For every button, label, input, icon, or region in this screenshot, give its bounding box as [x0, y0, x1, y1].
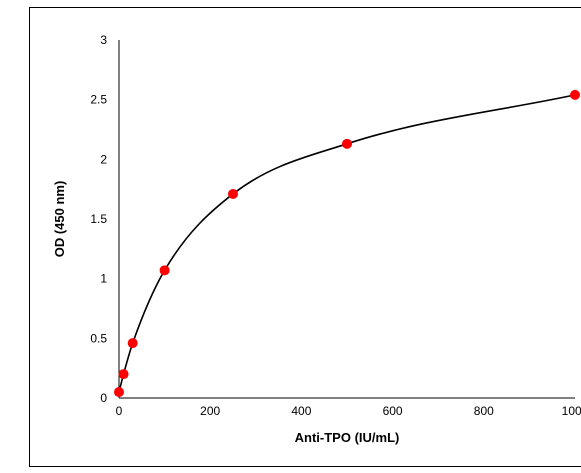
data-points [114, 89, 580, 398]
y-tick-label: 0.5 [90, 331, 107, 345]
x-axis-label: Anti-TPO (IU/mL) [295, 430, 400, 445]
x-tick-label: 600 [383, 404, 403, 418]
x-tick-label: 800 [474, 404, 494, 418]
y-tick-label: 0 [100, 391, 107, 405]
x-tick-labels: 0 200 400 600 800 1000 [116, 404, 581, 418]
y-tick-labels: 0 0.5 1 1.5 2 2.5 3 [90, 33, 107, 405]
y-tick-label: 3 [100, 33, 107, 47]
y-axis: 0 0.5 1 1.5 2 2.5 3 OD (450 nm) [52, 33, 120, 405]
data-point [114, 387, 124, 398]
data-point [127, 338, 138, 349]
data-point [159, 265, 170, 276]
chart-svg: 0 0.5 1 1.5 2 2.5 3 OD (450 nm) 0 200 400 600 800 1… [52, 33, 581, 445]
x-tick-label: 0 [116, 404, 123, 418]
y-tick-label: 2 [100, 152, 107, 166]
x-tick-label: 400 [291, 404, 311, 418]
y-axis-label: OD (450 nm) [52, 181, 67, 258]
data-point [118, 369, 129, 380]
data-point [342, 138, 352, 149]
x-axis: 0 200 400 600 800 1000 Anti-TPO (IU/mL) [116, 397, 581, 445]
chart-frame: 0 0.5 1 1.5 2 2.5 3 OD (450 nm) 0 200 400 600 800 1… [29, 7, 581, 467]
data-point [570, 89, 580, 100]
fit-curve [118, 94, 576, 393]
data-point [228, 188, 238, 199]
y-tick-label: 2.5 [90, 93, 107, 107]
x-tick-label: 200 [200, 404, 220, 418]
x-tick-label: 1000 [562, 404, 581, 418]
y-tick-label: 1 [100, 272, 107, 286]
y-tick-label: 1.5 [90, 212, 107, 226]
